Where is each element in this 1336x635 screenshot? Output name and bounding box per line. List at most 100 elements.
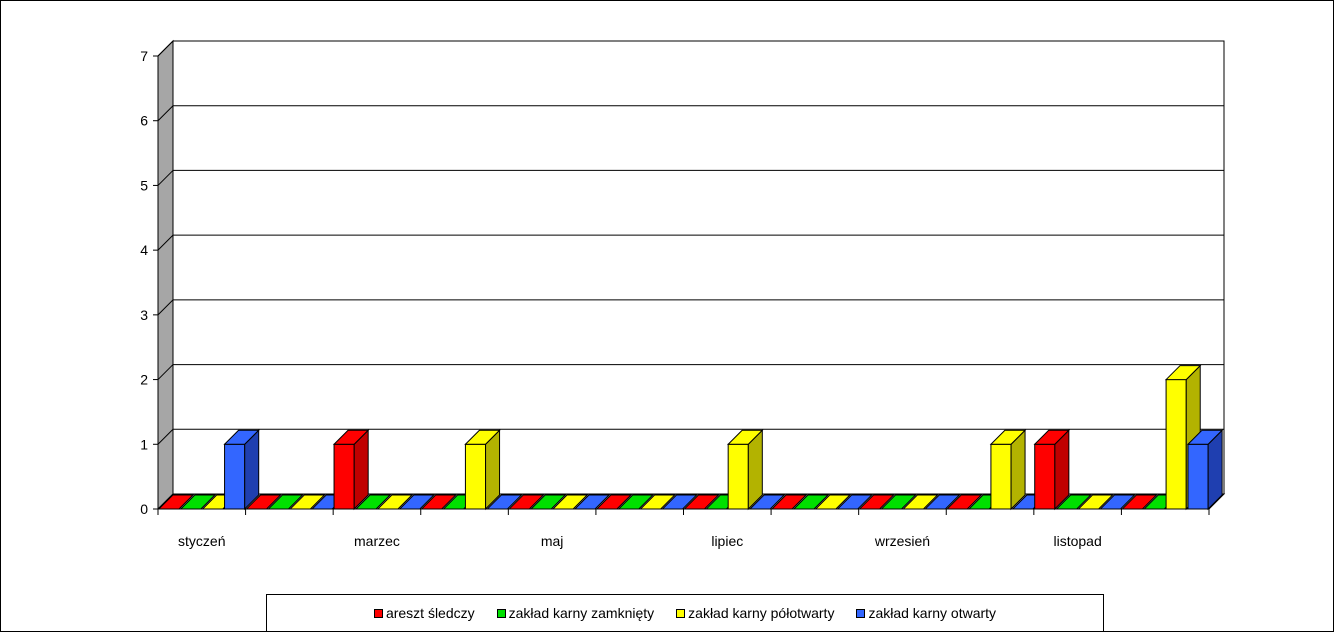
bar-top [770, 494, 808, 510]
bar-top [748, 494, 786, 510]
axes [153, 55, 1210, 515]
bar [1164, 364, 1202, 511]
bar-top [289, 494, 326, 510]
bar [245, 494, 282, 510]
bar [1055, 494, 1092, 510]
chart-walls [156, 39, 1226, 511]
legend-swatch [676, 608, 686, 618]
bar-top [157, 494, 195, 510]
legend-item: zakład karny otwarty [856, 605, 996, 621]
back-wall [172, 40, 1225, 495]
bar-top [1033, 429, 1071, 445]
side-wall [157, 39, 174, 511]
bar [1033, 429, 1071, 511]
bar-top [486, 494, 523, 510]
bar-top [814, 494, 852, 510]
legend-label: zakład karny półotwarty [688, 605, 835, 621]
bar-top [726, 429, 764, 445]
bar [529, 494, 567, 510]
gridline-side [157, 105, 174, 122]
bar-top [1055, 494, 1092, 510]
bar-top [267, 494, 304, 510]
bar-top [989, 429, 1027, 445]
bar [595, 494, 633, 510]
bar-front [333, 443, 355, 510]
bar [748, 494, 786, 510]
bar [1186, 429, 1224, 511]
gridline-side [157, 299, 174, 316]
y-tick-label: 3 [140, 307, 148, 323]
bar [989, 429, 1027, 511]
legend-item: zakład karny zamknięty [496, 605, 655, 621]
bar [289, 494, 326, 510]
legend-item: areszt śledczy [373, 605, 475, 621]
bar-top [420, 494, 457, 510]
bar [836, 494, 873, 510]
bar-front [1165, 379, 1187, 510]
bar [508, 494, 545, 510]
bar-front [727, 443, 749, 510]
y-tick-label: 5 [140, 177, 148, 193]
bar [924, 494, 961, 510]
bar-top [245, 494, 282, 510]
bar [661, 494, 698, 510]
bar-top [924, 494, 961, 510]
bar [223, 429, 260, 511]
y-tick-label: 6 [140, 113, 148, 129]
bar [1099, 494, 1136, 510]
bar-top [529, 494, 567, 510]
bar [267, 494, 304, 510]
legend-label: areszt śledczy [385, 605, 475, 621]
bar [398, 494, 436, 510]
bar-front [464, 443, 487, 510]
bar-front [1034, 443, 1056, 510]
bar-top [595, 494, 633, 510]
x-tick-label: lipiec [711, 533, 743, 549]
bar-top [683, 494, 720, 510]
bar-top [1121, 494, 1158, 510]
bar-top [661, 494, 698, 510]
bar-top [551, 494, 589, 510]
bar-top [179, 494, 217, 510]
bar [486, 494, 523, 510]
legend-swatch [373, 608, 383, 618]
bar-top [858, 494, 895, 510]
bar [792, 494, 830, 510]
bar [551, 494, 589, 510]
bar-top [880, 494, 917, 510]
bar-top [354, 494, 392, 510]
bar [880, 494, 917, 510]
bar-top [223, 429, 260, 445]
x-tick-label: wrzesień [874, 533, 930, 549]
bar [683, 494, 720, 510]
gridline-side [157, 40, 174, 57]
bar [1121, 494, 1158, 510]
bar-top [398, 494, 436, 510]
gridline-side [157, 364, 174, 380]
gridlines [157, 40, 1224, 445]
bar [376, 494, 414, 510]
bar [726, 429, 764, 511]
legend-label: zakład karny zamknięty [508, 605, 655, 621]
bar [573, 494, 611, 510]
bar-top [639, 494, 676, 510]
bar-top [1164, 365, 1202, 381]
bar-front [1187, 443, 1209, 510]
bar [332, 429, 370, 511]
gridline-side [157, 234, 174, 251]
bar [420, 494, 457, 510]
y-tick-label: 7 [140, 48, 148, 64]
y-tick-label: 0 [140, 501, 148, 517]
legend-swatch [856, 608, 866, 618]
x-tick-label: listopad [1053, 533, 1101, 549]
bar-top [332, 429, 370, 445]
legend-swatch [496, 608, 506, 618]
y-tick-label: 2 [140, 372, 148, 388]
legend: areszt śledczy zakład karny zamknięty zakł… [266, 594, 1104, 632]
y-tick-labels: 0 1 2 3 4 5 6 7 [140, 48, 148, 517]
bar [902, 494, 939, 510]
bar [639, 494, 676, 510]
bar [157, 494, 195, 510]
bar [354, 494, 392, 510]
